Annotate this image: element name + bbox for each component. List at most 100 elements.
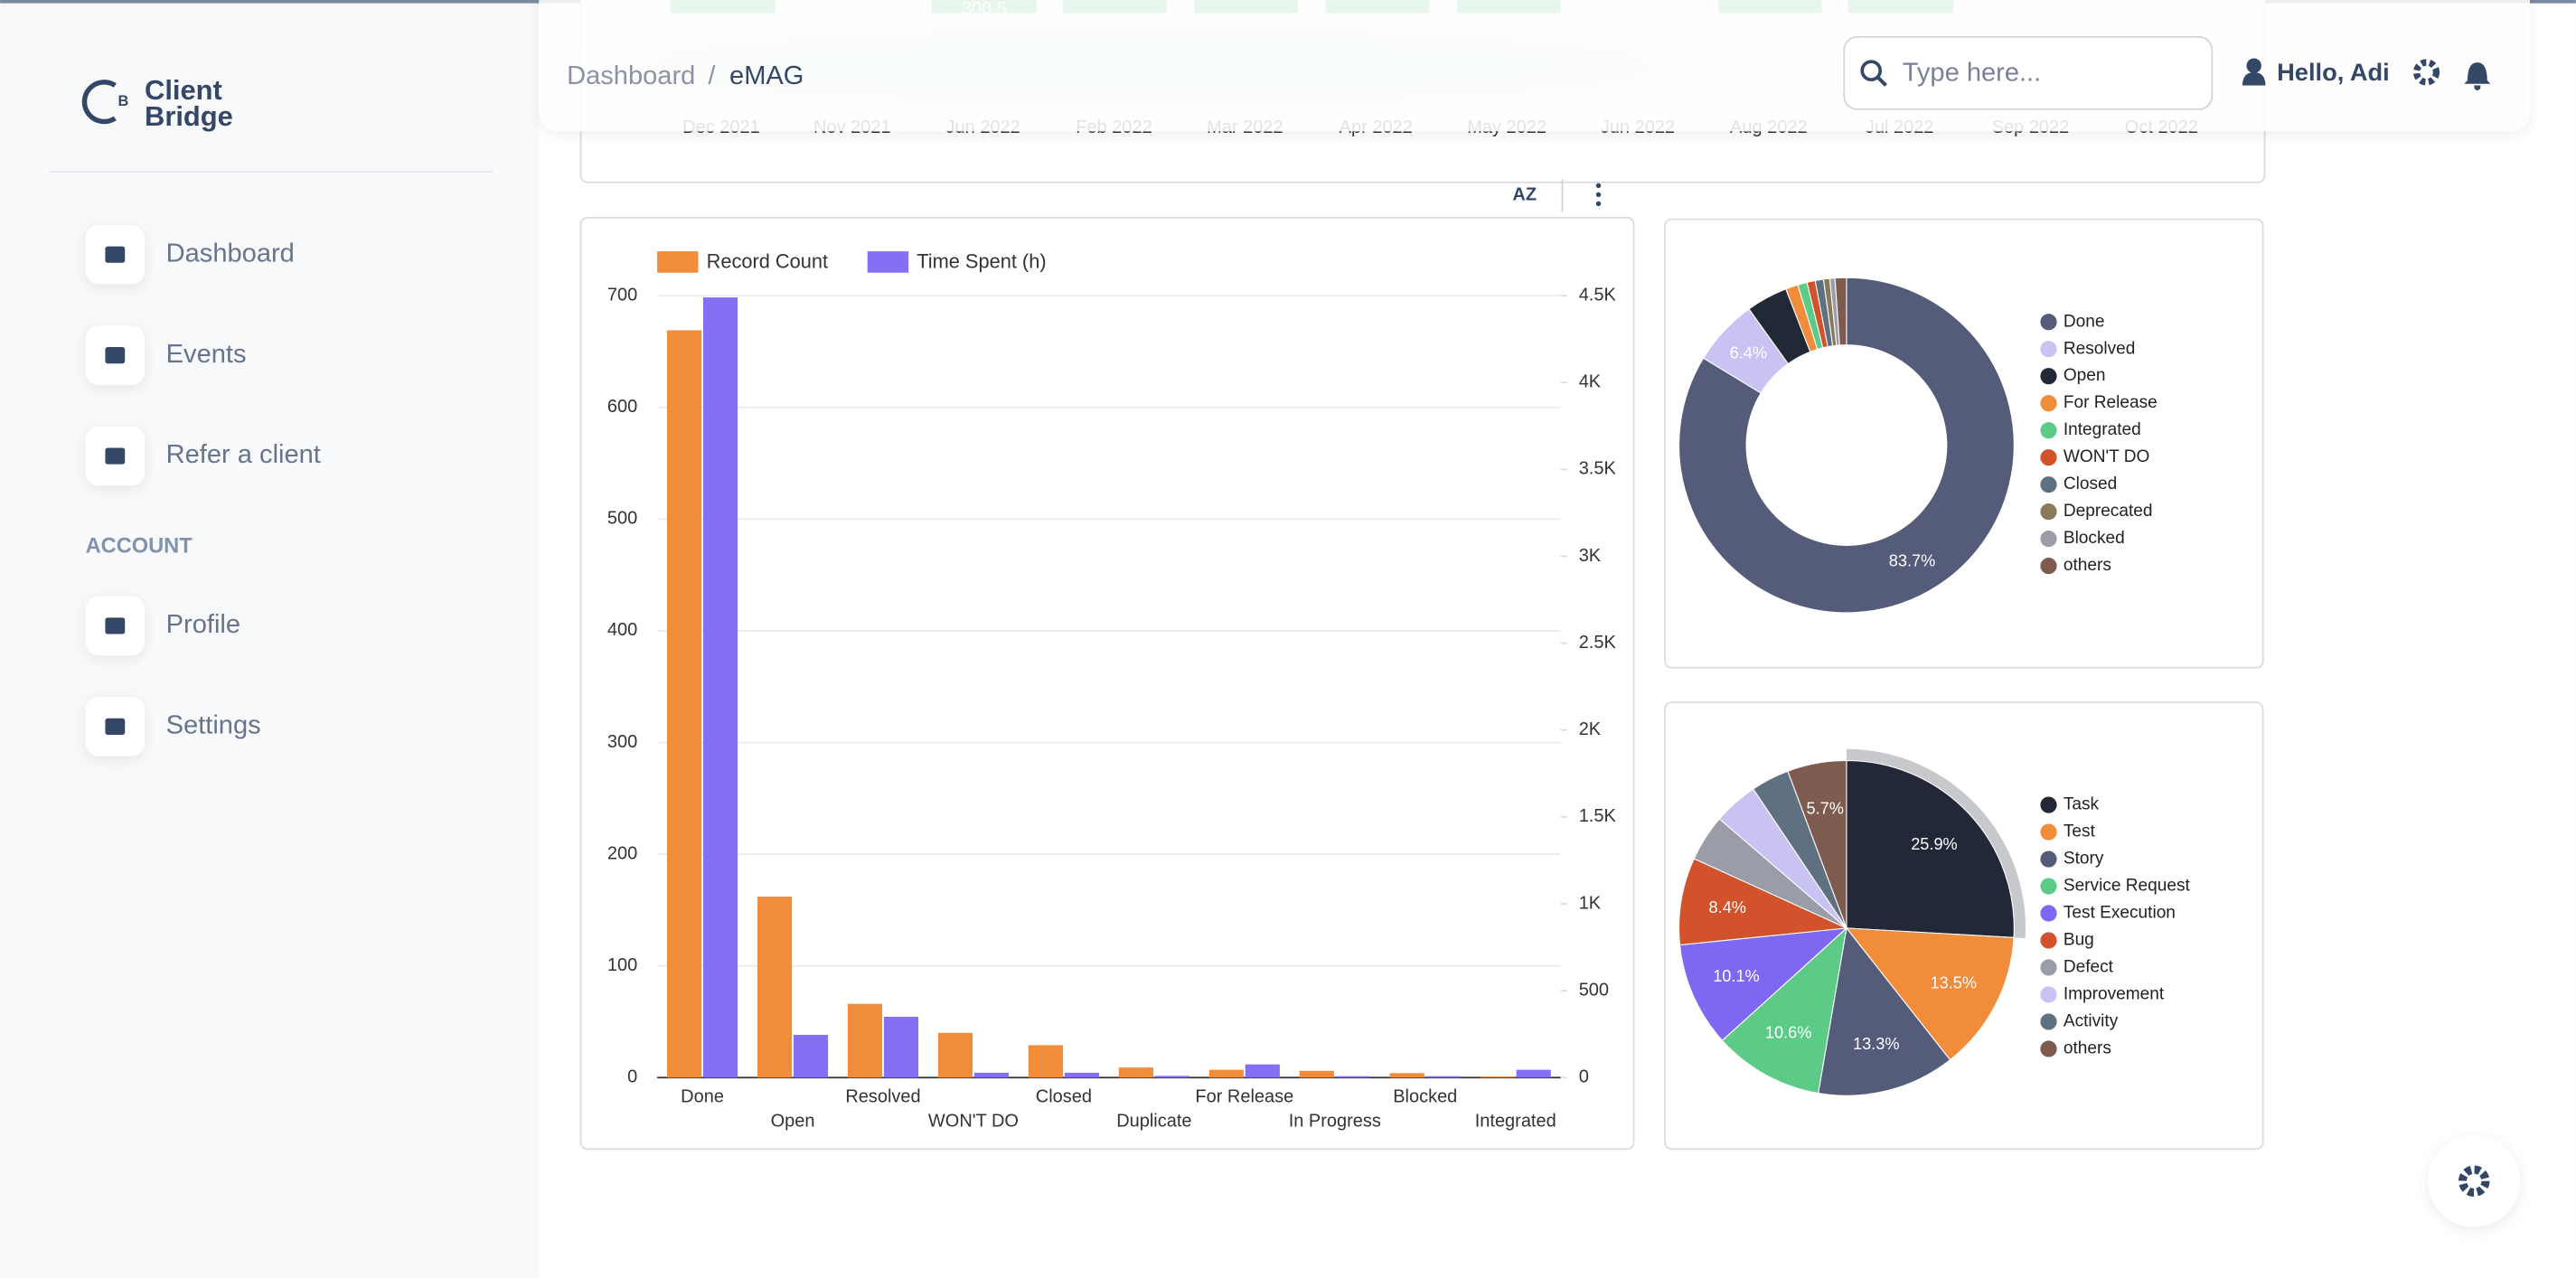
- legend-label[interactable]: Blocked: [2064, 529, 2125, 548]
- bar: [666, 330, 702, 1078]
- legend-label[interactable]: Done: [2064, 312, 2105, 331]
- config-button[interactable]: [2428, 1134, 2521, 1227]
- legend-dot[interactable]: [2040, 314, 2057, 331]
- x-tick-label: Closed: [1036, 1086, 1092, 1106]
- y2-tick-label: 3K: [1579, 546, 1602, 566]
- legend-label[interactable]: Improvement: [2064, 985, 2165, 1004]
- slice[interactable]: [1787, 759, 1847, 929]
- legend-dot[interactable]: [2040, 531, 2057, 548]
- slice-label: 25.9%: [1911, 835, 1957, 853]
- legend-label[interactable]: Service Request: [2064, 877, 2191, 896]
- bar: [1299, 1070, 1334, 1078]
- nav-icon: [105, 718, 126, 735]
- legend-label[interactable]: Test: [2064, 822, 2096, 841]
- legend-dot[interactable]: [2040, 878, 2057, 895]
- y-tick-label: 0: [627, 1067, 637, 1087]
- bar: [757, 897, 793, 1078]
- legend-dot[interactable]: [2040, 1013, 2057, 1030]
- legend-dot[interactable]: [2040, 341, 2057, 358]
- bar-chart-card: [579, 216, 1635, 1151]
- bar: [1425, 1076, 1461, 1078]
- legend-label[interactable]: Open: [2064, 366, 2106, 385]
- bar: [847, 1003, 883, 1078]
- y2-tick-label: 500: [1579, 980, 1609, 1000]
- settings-icon[interactable]: [2412, 59, 2440, 86]
- legend-label[interactable]: others: [2064, 556, 2111, 575]
- legend-label[interactable]: Time Spent (h): [917, 250, 1046, 273]
- breadcrumb-current: eMAG: [729, 61, 804, 90]
- slice[interactable]: [1721, 926, 1847, 1095]
- slice[interactable]: [1845, 927, 2015, 1061]
- slice-label: 10.6%: [1765, 1024, 1811, 1042]
- bar: [937, 1032, 973, 1078]
- notifications-icon[interactable]: [2464, 62, 2491, 90]
- legend-label[interactable]: Deprecated: [2064, 502, 2153, 521]
- logo-mark: [81, 80, 117, 125]
- sort-button[interactable]: AZ: [1512, 185, 1537, 205]
- x-tick-label: For Release: [1195, 1086, 1293, 1106]
- nav-icon: [105, 246, 126, 263]
- legend-label[interactable]: For Release: [2064, 393, 2158, 412]
- slice[interactable]: [1678, 927, 1848, 1041]
- y2-tick-label: 1.5K: [1579, 806, 1617, 826]
- legend-dot[interactable]: [2040, 558, 2057, 575]
- search-box[interactable]: [1843, 35, 2214, 110]
- y2-tick-label: 4K: [1579, 372, 1602, 392]
- nav-item[interactable]: Settings: [166, 711, 261, 740]
- slice[interactable]: [1678, 277, 2015, 614]
- legend-swatch[interactable]: [657, 251, 699, 273]
- legend-dot[interactable]: [2040, 476, 2057, 493]
- slice[interactable]: [1846, 759, 2015, 938]
- nav-item[interactable]: Refer a client: [166, 440, 321, 469]
- bar: [793, 1034, 829, 1078]
- legend-dot[interactable]: [2040, 959, 2057, 976]
- legend-dot[interactable]: [2040, 796, 2057, 813]
- legend-dot[interactable]: [2040, 395, 2057, 412]
- legend-dot[interactable]: [2040, 449, 2057, 466]
- legend-label[interactable]: Test Execution: [2064, 904, 2176, 923]
- legend-label[interactable]: others: [2064, 1039, 2111, 1058]
- slice[interactable]: [1818, 926, 1951, 1096]
- slice[interactable]: [1678, 858, 1849, 946]
- bar: [1516, 1069, 1551, 1078]
- legend-label[interactable]: Closed: [2064, 475, 2117, 493]
- brand-line-2: Bridge: [145, 100, 233, 132]
- legend-dot[interactable]: [2040, 368, 2057, 385]
- header-bar: [539, 0, 2531, 132]
- more-menu[interactable]: [1595, 183, 1602, 207]
- legend-label[interactable]: Story: [2064, 850, 2104, 869]
- legend-dot[interactable]: [2040, 823, 2057, 841]
- greeting[interactable]: Hello, Adi: [2277, 58, 2390, 86]
- legend-label[interactable]: Integrated: [2064, 420, 2141, 439]
- legend-dot[interactable]: [2040, 503, 2057, 521]
- legend-dot[interactable]: [2040, 932, 2057, 949]
- legend-dot[interactable]: [2040, 905, 2057, 922]
- legend-label[interactable]: Bug: [2064, 931, 2094, 950]
- y2-tick-label: 2K: [1579, 719, 1602, 739]
- nav-item[interactable]: Dashboard: [166, 239, 295, 268]
- legend-dot[interactable]: [2040, 1040, 2057, 1057]
- legend-swatch[interactable]: [867, 251, 909, 273]
- breadcrumb-root[interactable]: Dashboard: [567, 61, 695, 90]
- legend-label[interactable]: Resolved: [2064, 339, 2136, 358]
- legend-label[interactable]: Defect: [2064, 958, 2114, 977]
- slice[interactable]: [1834, 277, 1847, 346]
- legend-dot[interactable]: [2040, 986, 2057, 1003]
- legend-label[interactable]: Record Count: [707, 250, 829, 273]
- nav-item[interactable]: Profile: [166, 610, 240, 639]
- bar: [973, 1072, 1010, 1078]
- legend-label[interactable]: WON'T DO: [2064, 447, 2150, 466]
- legend-label[interactable]: Task: [2064, 795, 2100, 814]
- y2-tick-label: 0: [1579, 1067, 1589, 1087]
- bar: [1480, 1076, 1515, 1078]
- x-tick-label: In Progress: [1289, 1112, 1381, 1132]
- slice-label: 13.3%: [1853, 1035, 1899, 1053]
- legend-dot[interactable]: [2040, 850, 2057, 868]
- legend-label[interactable]: Activity: [2064, 1012, 2119, 1031]
- x-tick-label: Open: [771, 1112, 815, 1132]
- legend-dot[interactable]: [2040, 422, 2057, 439]
- nav-item[interactable]: Events: [166, 340, 247, 369]
- y-tick-label: 300: [607, 732, 637, 752]
- bar: [1118, 1067, 1153, 1078]
- x-tick-label: Done: [681, 1086, 724, 1106]
